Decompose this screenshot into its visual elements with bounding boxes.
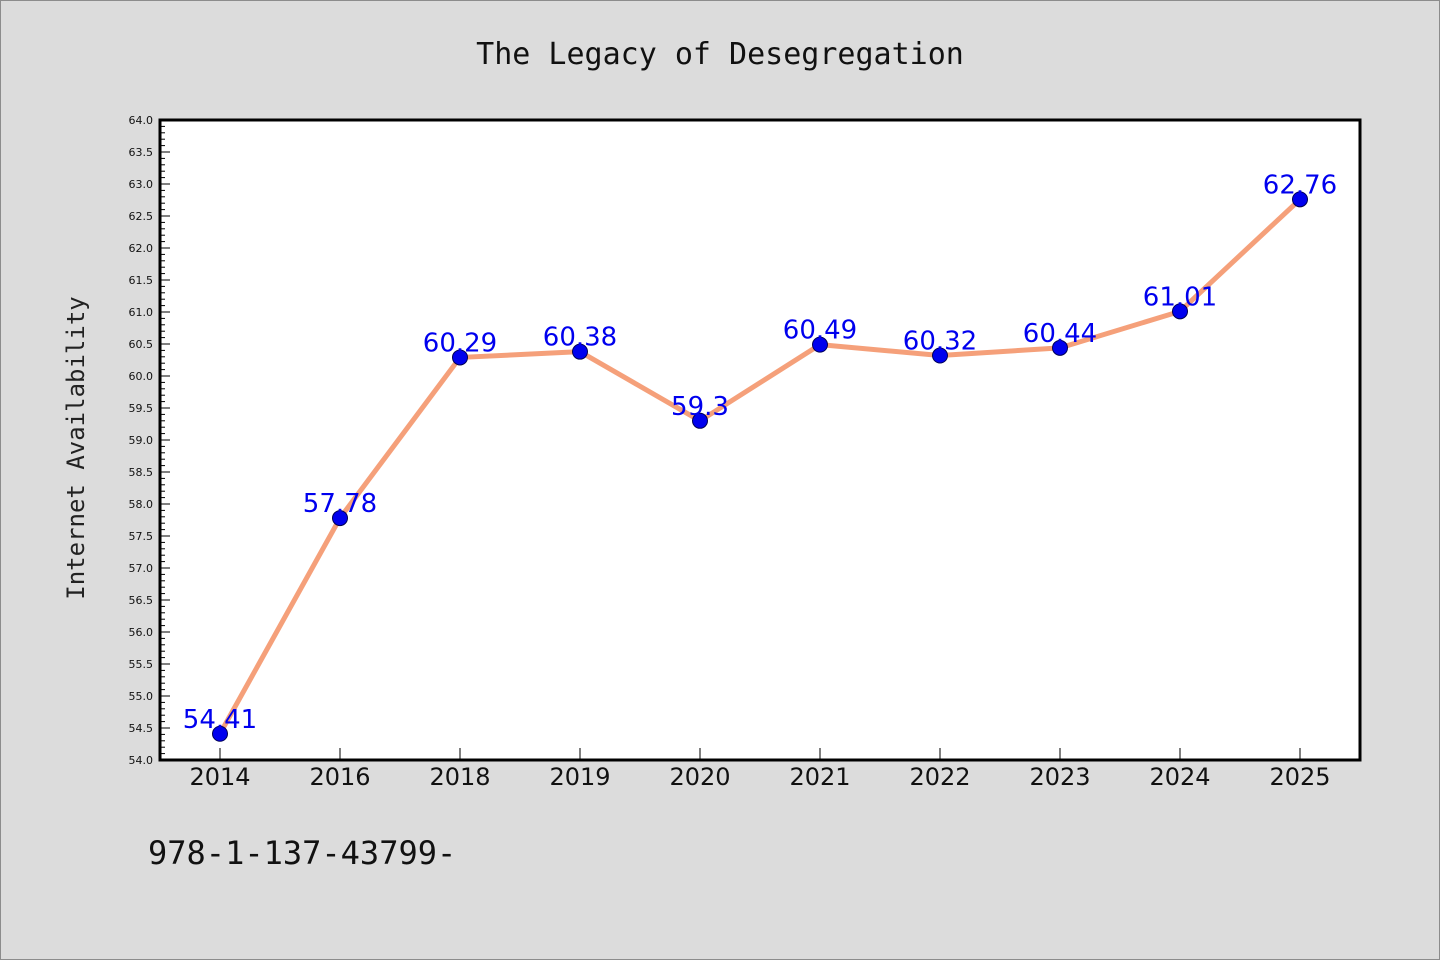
data-label: 54.41 [183, 705, 257, 735]
x-tick-label: 2014 [189, 763, 250, 791]
data-label: 61.01 [1143, 282, 1217, 312]
y-tick-label: 61.0 [129, 306, 154, 319]
x-tick-label: 2019 [549, 763, 610, 791]
y-tick-label: 61.5 [129, 274, 154, 287]
x-tick-label: 2025 [1269, 763, 1330, 791]
x-tick-label: 2018 [429, 763, 490, 791]
plot-area [160, 120, 1360, 760]
y-tick-label: 63.5 [129, 146, 154, 159]
y-tick-label: 54.5 [129, 722, 154, 735]
x-axis-ticks: 2014 2016 2018 2019 2020 2021 2022 2023 2024 2025 [189, 748, 1331, 791]
data-point [572, 343, 588, 360]
x-tick-label: 2023 [1029, 763, 1090, 791]
y-tick-label: 58.5 [129, 466, 154, 479]
x-tick-label: 2020 [669, 763, 730, 791]
y-tick-label: 59.5 [129, 402, 154, 415]
data-label: 60.49 [783, 316, 857, 346]
data-labels: 54.41 57.78 60.29 60.38 59.3 60.49 60.32 60.44 6… [183, 170, 1337, 734]
y-tick-label: 59.0 [129, 434, 154, 447]
chart-title: The Legacy of Desegregation [476, 37, 964, 72]
y-tick-label: 63.0 [129, 178, 154, 191]
y-tick-label: 55.0 [129, 690, 154, 703]
y-tick-label: 60.5 [129, 338, 154, 351]
y-tick-label: 57.5 [129, 530, 154, 543]
y-tick-label: 62.5 [129, 210, 154, 223]
data-label: 60.32 [903, 327, 977, 357]
data-label: 60.29 [423, 328, 497, 358]
y-axis-ticks: 54.0 54.5 55.0 55.5 56.0 56.5 57.0 57.5 58.0 58.5… [129, 114, 170, 767]
data-point [1292, 191, 1308, 208]
data-label: 60.38 [543, 323, 617, 353]
data-point [452, 349, 468, 366]
data-point [1172, 303, 1188, 320]
y-tick-label: 58.0 [129, 498, 154, 511]
x-tick-label: 2016 [309, 763, 370, 791]
series-line [217, 197, 1302, 735]
data-label: 57.78 [303, 489, 377, 519]
y-tick-label: 62.0 [129, 242, 154, 255]
isbn-text: 978-1-137-43799- [148, 834, 456, 872]
y-tick-label: 55.5 [129, 658, 154, 671]
x-tick-label: 2021 [789, 763, 850, 791]
series-markers [212, 191, 1308, 742]
y-axis-label: Internet Availability [62, 296, 90, 599]
y-tick-label: 60.0 [129, 370, 154, 383]
x-tick-label: 2022 [909, 763, 970, 791]
plot-border [158, 118, 1362, 762]
data-point [212, 725, 228, 742]
data-point [1052, 339, 1068, 356]
x-tick-label: 2024 [1149, 763, 1210, 791]
data-point [692, 412, 708, 429]
y-tick-label: 56.5 [129, 594, 154, 607]
data-point [812, 336, 828, 353]
y-tick-label: 56.0 [129, 626, 154, 639]
data-label: 62.76 [1263, 170, 1337, 200]
y-tick-label: 64.0 [129, 114, 154, 127]
data-point [332, 510, 348, 527]
y-tick-label: 57.0 [129, 562, 154, 575]
data-point [932, 347, 948, 364]
data-label: 59.3 [671, 392, 729, 422]
data-label: 60.44 [1023, 319, 1097, 349]
y-tick-label: 54.0 [129, 754, 154, 767]
